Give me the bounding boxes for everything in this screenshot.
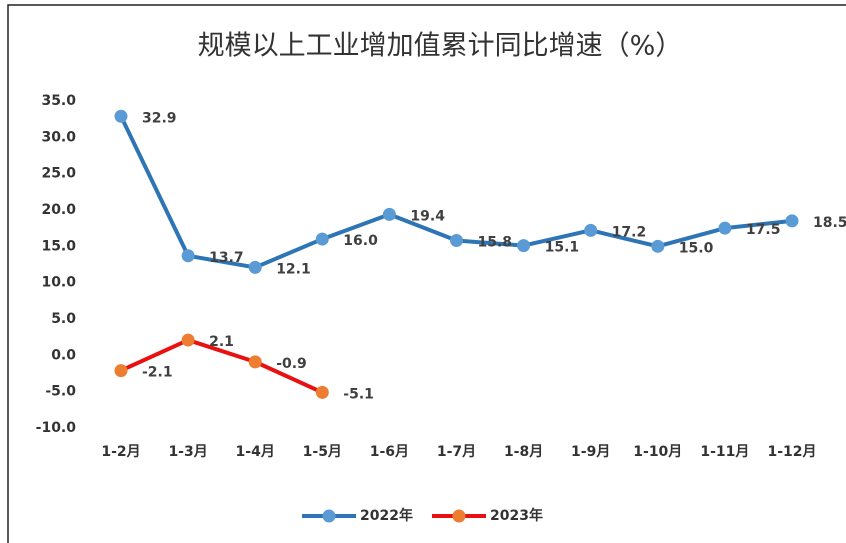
point [315, 232, 329, 246]
data-label: -0.9 [276, 356, 307, 372]
y-tick-label: 10.0 [41, 275, 76, 291]
point [651, 239, 665, 253]
series-line [120, 338, 324, 395]
x-tick-label: 1-7月 [437, 444, 476, 460]
legend-label: 2023年 [490, 507, 543, 524]
point [450, 234, 463, 248]
chart-title: 规模以上工业增加值累计同比增速（%） [198, 31, 683, 62]
y-tick-label: 15.0 [41, 238, 76, 254]
y-tick-label: 25.0 [41, 166, 76, 182]
legend-marker [452, 509, 466, 523]
data-label: 12.1 [276, 261, 311, 277]
x-tick-label: 1-5月 [303, 444, 342, 460]
point [382, 207, 396, 221]
legend-label: 2022年 [360, 507, 413, 524]
data-label: 32.9 [142, 110, 177, 126]
point [181, 249, 195, 263]
data-label: 15.0 [679, 240, 714, 256]
point [181, 333, 195, 347]
x-tick-label: 1-12月 [767, 444, 816, 460]
x-tick-label: 1-6月 [370, 444, 409, 460]
x-tick-label: 1-8月 [504, 444, 543, 460]
data-label: 13.7 [209, 250, 244, 266]
data-label: 19.4 [410, 208, 445, 224]
data-label: 15.1 [545, 240, 580, 256]
x-tick-label: 1-4月 [236, 444, 275, 460]
point [517, 239, 531, 253]
y-tick-label: 20.0 [41, 202, 76, 218]
y-tick-label: 0.0 [51, 347, 76, 363]
x-tick-label: 1-10月 [633, 444, 682, 460]
point [785, 214, 799, 228]
frame [7, 4, 846, 543]
y-tick-label: 35.0 [41, 93, 76, 109]
y-tick-label: 5.0 [51, 311, 76, 327]
x-tick-label: 1-3月 [168, 444, 207, 460]
point [248, 260, 262, 274]
y-tick-label: 30.0 [41, 129, 76, 145]
point [114, 109, 128, 123]
data-label: 2.1 [209, 334, 234, 350]
data-label: 17.2 [612, 224, 647, 240]
x-tick-label: 1-11月 [700, 444, 749, 460]
point [315, 385, 329, 399]
data-label: 16.0 [343, 233, 378, 249]
point [248, 355, 262, 369]
x-tick-label: 1-9月 [571, 444, 610, 460]
data-label: 15.8 [478, 235, 513, 251]
point [114, 364, 128, 378]
point [584, 223, 598, 237]
x-tick-label: 1-2月 [101, 444, 140, 460]
data-label: -5.1 [343, 386, 374, 402]
data-label: 18.5 [813, 215, 846, 231]
data-label: 17.5 [746, 222, 781, 238]
point [718, 221, 732, 235]
data-label: -2.1 [142, 365, 173, 381]
y-tick-label: -10.0 [36, 420, 77, 436]
legend-marker [322, 509, 336, 523]
y-tick-label: -5.0 [45, 384, 76, 400]
